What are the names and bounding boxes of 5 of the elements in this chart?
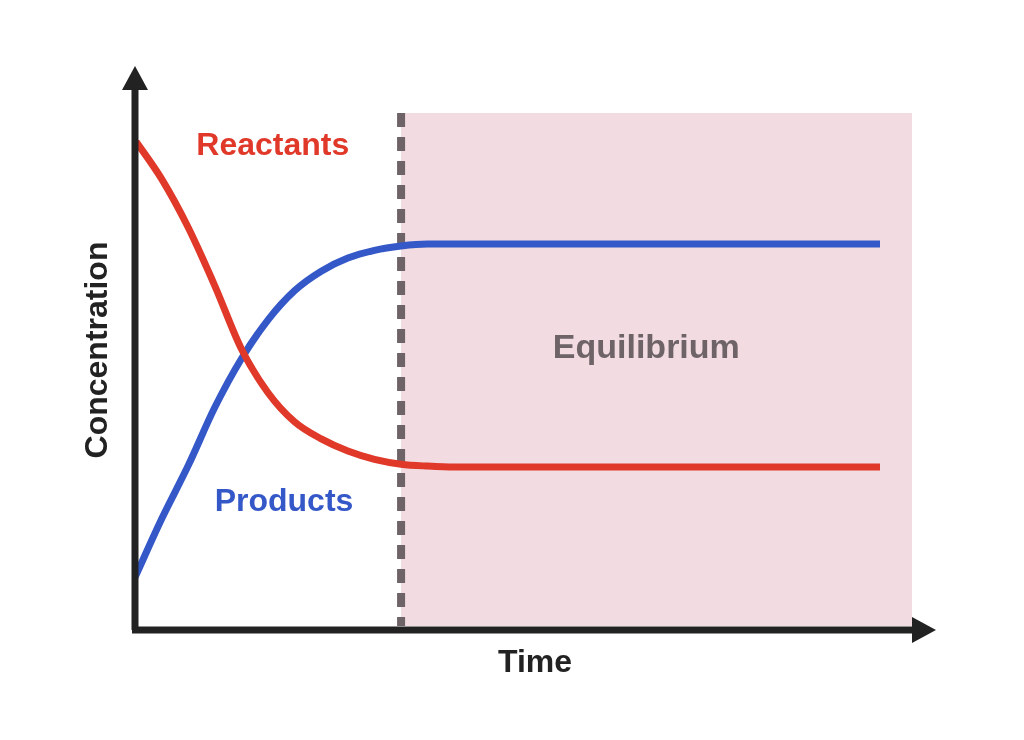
y-axis-title: Concentration (77, 241, 114, 459)
series-label: Products (214, 481, 354, 518)
series-label: Reactants (196, 125, 350, 162)
x-axis-title: Time (497, 642, 573, 679)
annotation: Equilibrium (552, 327, 740, 366)
